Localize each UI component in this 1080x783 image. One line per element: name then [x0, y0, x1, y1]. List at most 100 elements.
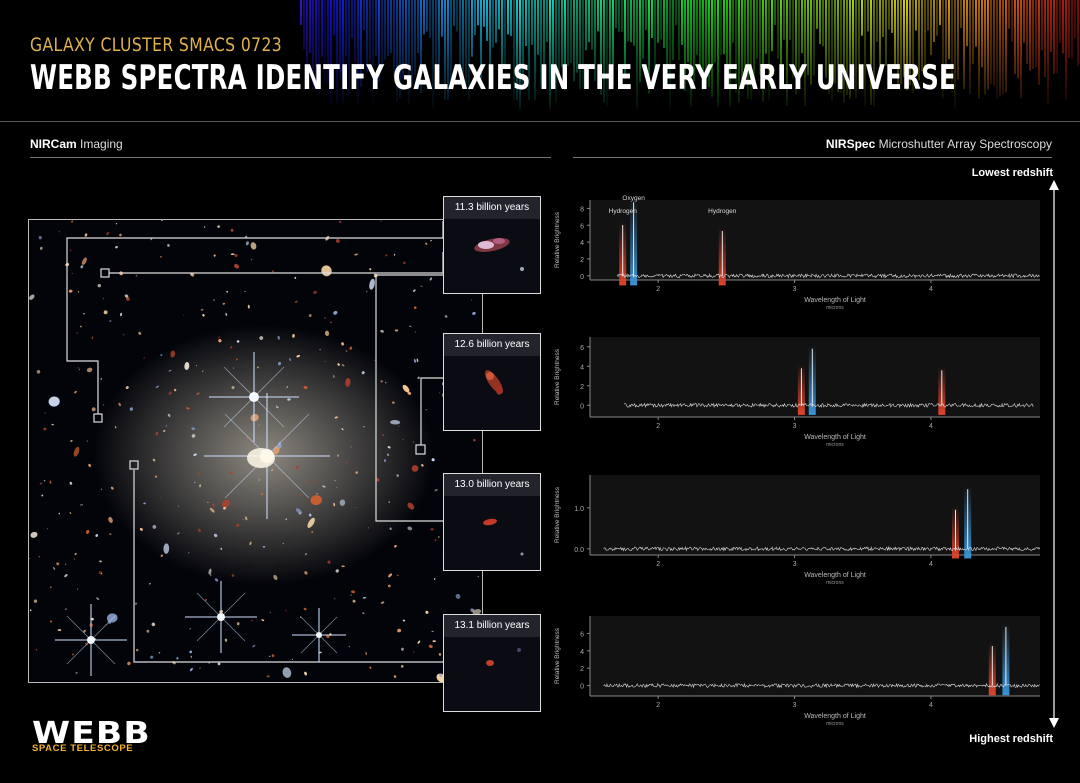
field-galaxy [334, 598, 336, 600]
banner-streak [444, 0, 446, 101]
banner-streak [1062, 0, 1064, 54]
banner-streak [735, 0, 737, 93]
banner-streak [441, 0, 443, 37]
field-galaxy [77, 588, 79, 591]
inset-label-4: 13.1 billion years [444, 615, 540, 637]
field-galaxy [199, 667, 201, 669]
field-galaxy [369, 278, 375, 290]
banner-streak [486, 0, 488, 41]
field-galaxy [68, 289, 73, 293]
field-galaxy [91, 336, 94, 340]
field-galaxy [110, 486, 114, 490]
banner-streak [345, 0, 347, 57]
field-galaxy [470, 299, 472, 301]
banner-streak [525, 0, 527, 47]
field-galaxy [304, 671, 307, 676]
spectrum-trace [617, 273, 1040, 279]
field-galaxy [86, 440, 88, 442]
banner-streak [906, 0, 908, 91]
field-galaxy [69, 511, 72, 515]
banner-streak [720, 0, 722, 56]
banner-streak [627, 0, 629, 42]
banner-streak [837, 0, 839, 93]
page-title: WEBB SPECTRA IDENTIFY GALAXIES IN THE VE… [30, 58, 956, 98]
field-galaxy [335, 239, 340, 243]
banner-streak [873, 0, 875, 107]
banner-streak [663, 0, 665, 49]
banner-streak [882, 0, 884, 38]
field-galaxy [230, 253, 235, 256]
y-tick-label: 4 [580, 364, 584, 371]
banner-streak [948, 0, 950, 60]
banner-streak [1002, 0, 1004, 95]
field-galaxy [189, 650, 193, 654]
y-tick-label: 6 [580, 223, 584, 230]
field-galaxy [388, 573, 393, 578]
banner-streak [1065, 0, 1067, 100]
banner-streak [501, 0, 503, 85]
field-galaxy [100, 377, 103, 381]
field-galaxy [432, 640, 436, 643]
galaxy-3-image [483, 518, 524, 556]
field-galaxy [258, 424, 260, 426]
field-galaxy [420, 285, 423, 287]
field-galaxy [413, 306, 417, 309]
deep-field-image [28, 219, 483, 683]
banner-streak [579, 0, 581, 90]
field-galaxy [81, 504, 83, 506]
field-galaxy [51, 423, 55, 426]
field-galaxy [269, 611, 271, 614]
y-axis-label: Relative Brightness [554, 348, 561, 405]
y-tick-label: 0 [580, 403, 584, 410]
x-tick-label: 4 [929, 702, 933, 709]
field-galaxy [334, 455, 336, 457]
banner-streak [450, 0, 452, 90]
field-galaxy [29, 558, 30, 559]
banner-streak [861, 0, 863, 36]
banner-streak [1047, 0, 1049, 105]
banner-streak [585, 0, 587, 51]
field-galaxy [380, 220, 382, 222]
banner-streak [816, 0, 818, 29]
banner-streak [960, 0, 962, 28]
banner-streak [993, 0, 995, 86]
banner-streak [864, 0, 866, 107]
banner-streak [1008, 0, 1010, 29]
banner-streak [633, 0, 635, 46]
field-galaxy [56, 562, 60, 566]
banner-streak [714, 0, 716, 63]
nircam-label-rest: Imaging [76, 137, 123, 151]
banner-streak [675, 0, 677, 26]
field-galaxy [103, 310, 108, 315]
field-galaxy [431, 630, 434, 633]
field-galaxy [434, 539, 437, 542]
banner-streak [765, 0, 767, 54]
bright-star [87, 636, 95, 644]
field-galaxy [91, 407, 96, 412]
banner-streak [471, 0, 473, 57]
banner-streak [474, 0, 476, 36]
field-galaxy [190, 655, 193, 658]
banner-streak [876, 0, 878, 42]
field-galaxy [407, 526, 413, 531]
banner-streak [375, 0, 377, 57]
banner-streak [1023, 0, 1025, 43]
banner-streak [609, 0, 611, 90]
field-galaxy [244, 290, 246, 292]
x-tick-label: 2 [656, 702, 660, 709]
field-galaxy [36, 369, 41, 374]
field-galaxy [247, 304, 250, 309]
banner-streak [399, 0, 401, 99]
banner-streak [387, 0, 389, 56]
field-galaxy [79, 368, 80, 371]
field-galaxy [425, 242, 428, 245]
field-galaxy [97, 283, 102, 288]
banner-streak [891, 0, 893, 33]
line-annotation: Hydrogen [609, 208, 638, 215]
x-axis-label: Wavelength of Light [804, 434, 866, 441]
field-galaxy [54, 398, 56, 401]
banner-streak [582, 0, 584, 89]
nirspec-label-bold: NIRSpec [825, 137, 876, 151]
banner-streak [528, 0, 530, 100]
